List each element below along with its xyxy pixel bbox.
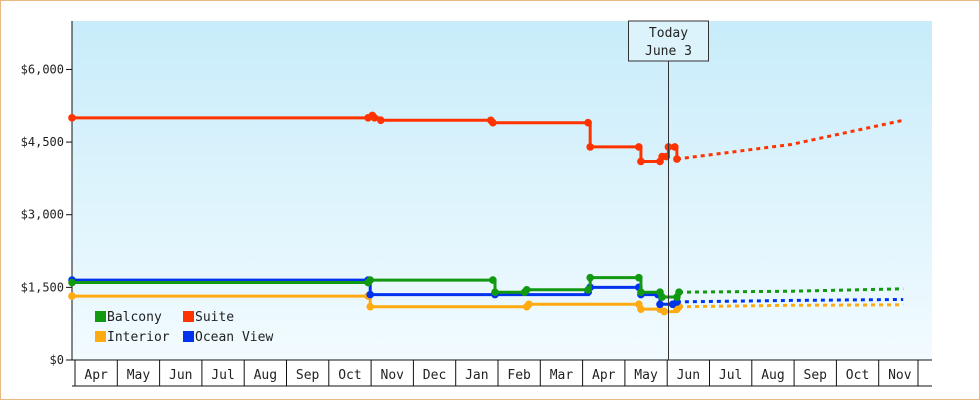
month-label: Apr (592, 368, 616, 383)
point-suite (68, 114, 76, 122)
point-balcony (635, 273, 643, 282)
month-label: Jul (211, 368, 234, 383)
forecast-line-balcony (678, 287, 904, 294)
point-balcony (658, 293, 666, 301)
month-label: Nov (381, 368, 405, 383)
y-tick-label: $0 (50, 353, 64, 367)
month-label: Dec (423, 368, 446, 383)
forecast-line-interior (678, 303, 904, 309)
month-label: Jul (719, 368, 742, 383)
point-suite (584, 118, 592, 127)
legend-label: Interior (107, 330, 170, 345)
legend-item-balcony: Balcony (95, 310, 162, 325)
y-tick-label: $1,500 (21, 280, 64, 294)
point-interior (366, 302, 375, 311)
point-suite (489, 118, 497, 127)
legend-item-interior: Interior (95, 330, 170, 345)
point-balcony (675, 288, 683, 297)
legend-label: Suite (195, 310, 234, 325)
point-suite (370, 114, 379, 122)
point-ocean-view (366, 290, 375, 299)
point-balcony (637, 288, 645, 297)
y-tick-label: $4,500 (21, 135, 64, 149)
point-balcony (522, 285, 531, 294)
month-label: Apr (84, 368, 108, 383)
point-interior (637, 305, 645, 313)
month-label: Jan (465, 368, 488, 383)
y-axis: $0 $1,500 $3,000 $4,500 $6,000 (21, 21, 73, 367)
point-suite (635, 143, 643, 151)
legend-label: Balcony (107, 310, 162, 325)
y-tick-label: $6,000 (21, 62, 64, 76)
point-suite (586, 143, 594, 151)
legend-item-suite: Suite (183, 310, 234, 325)
forecast-line-ocean-view (676, 297, 904, 304)
point-balcony (586, 273, 594, 282)
month-label: Feb (507, 368, 531, 383)
y-tick-label: $3,000 (21, 208, 64, 222)
point-suite (670, 143, 679, 151)
point-suite (637, 157, 645, 166)
month-label: May (127, 368, 151, 383)
month-label: Aug (254, 368, 277, 383)
point-balcony (68, 278, 76, 287)
point-balcony (366, 276, 375, 284)
legend: Balcony Suite Interior Ocean View (95, 310, 273, 345)
legend-swatch (183, 311, 194, 322)
month-label: Jun (169, 368, 192, 383)
legend-swatch (183, 331, 194, 342)
point-balcony (489, 276, 497, 284)
month-label: Oct (338, 368, 361, 383)
series-interior (68, 292, 904, 316)
series-lines (68, 111, 904, 316)
point-interior (660, 307, 668, 316)
today-label: Today (649, 26, 688, 41)
month-label: Sep (296, 368, 320, 383)
today-marker: Today June 3 (628, 20, 709, 360)
plot-area (72, 21, 932, 360)
today-label-box (628, 20, 709, 62)
month-label: Oct (846, 368, 869, 383)
month-label: Nov (888, 368, 912, 383)
point-suite (376, 116, 385, 125)
month-label: Jun (677, 368, 700, 383)
forecast-line-suite (676, 118, 904, 161)
today-date: June 3 (645, 44, 692, 59)
x-axis: Apr May Jun Jul Aug Sep Oct Nov Dec Jan Feb Mar Apr M… (72, 359, 932, 387)
legend-swatch (95, 331, 106, 342)
point-ocean-view (656, 300, 664, 309)
month-label: May (634, 368, 658, 383)
legend-label: Ocean View (195, 330, 273, 345)
month-label: Mar (550, 368, 574, 383)
point-balcony (491, 288, 499, 297)
point-interior (525, 300, 533, 309)
legend-item-ocean-view: Ocean View (183, 330, 273, 345)
point-balcony (584, 285, 592, 294)
point-interior (68, 292, 76, 300)
series-balcony (68, 273, 904, 301)
point-suite (673, 155, 681, 163)
legend-swatch (95, 311, 106, 322)
month-label: Aug (761, 368, 784, 383)
month-label: Sep (804, 368, 828, 383)
